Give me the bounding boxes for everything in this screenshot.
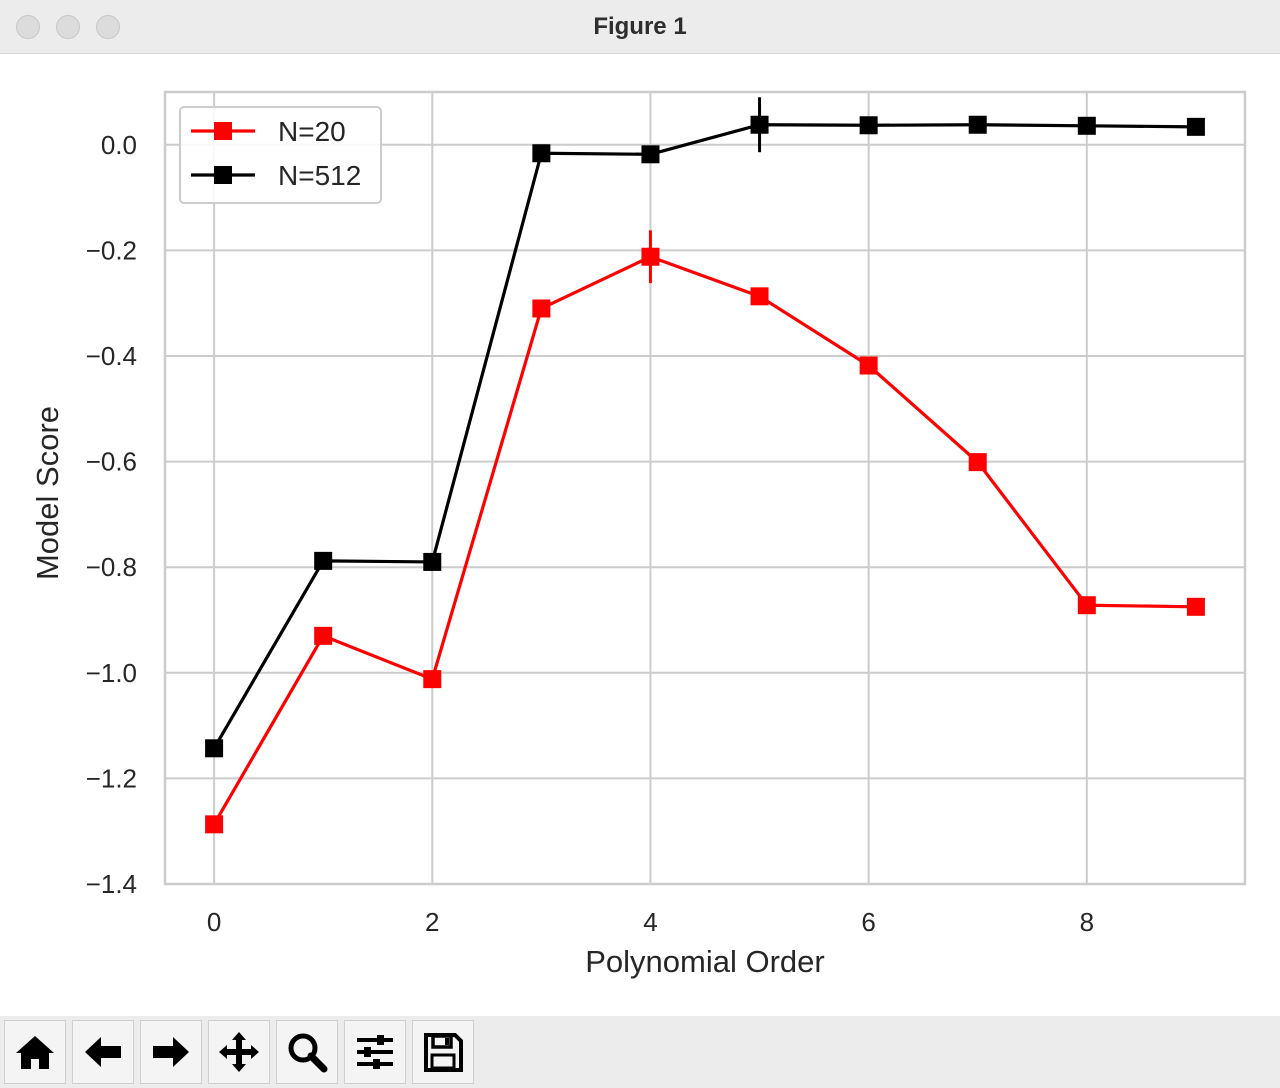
x-tick-label: 6 — [861, 907, 875, 937]
data-point — [532, 144, 551, 163]
y-tick-label: −1.4 — [86, 869, 137, 899]
window-title: Figure 1 — [593, 13, 687, 40]
data-point — [641, 145, 660, 164]
chart-svg: 0.0 −0.2 −0.4 −0.6 −0.8 −1.0 −1.2 −1.4 0 2 4 6 8 N=… — [30, 90, 1247, 979]
data-point — [1186, 597, 1205, 616]
data-point — [1186, 117, 1205, 136]
data-point — [532, 299, 551, 318]
data-point — [314, 551, 333, 570]
configure-subplots-button[interactable] — [344, 1020, 406, 1084]
y-tick-label: 0.0 — [101, 130, 137, 160]
data-point — [968, 115, 987, 134]
floppy-disk-icon — [424, 1033, 463, 1072]
data-point — [641, 247, 660, 266]
zoom-button[interactable] — [276, 1020, 338, 1084]
back-button[interactable] — [72, 1020, 134, 1084]
series-layer — [205, 97, 1205, 834]
window-titlebar: Figure 1 — [0, 0, 1280, 54]
save-button[interactable] — [412, 1020, 474, 1084]
data-point — [205, 815, 224, 834]
data-point — [314, 626, 333, 645]
legend-label: N=20 — [278, 116, 346, 147]
y-tick-label: −0.4 — [86, 341, 137, 371]
data-point — [423, 552, 442, 571]
legend-label: N=512 — [278, 160, 361, 191]
move-icon — [219, 1032, 259, 1072]
forward-button[interactable] — [140, 1020, 202, 1084]
data-point — [968, 453, 987, 472]
data-point — [1077, 116, 1096, 135]
x-tick-label: 8 — [1080, 907, 1094, 937]
pan-button[interactable] — [208, 1020, 270, 1084]
series-line — [212, 123, 1196, 750]
home-icon — [16, 1036, 54, 1069]
y-ticks: 0.0 −0.2 −0.4 −0.6 −0.8 −1.0 −1.2 −1.4 — [86, 130, 137, 899]
magnifier-icon — [288, 1033, 328, 1073]
series-line — [212, 255, 1196, 826]
x-tick-label: 0 — [207, 907, 221, 937]
close-window-button[interactable] — [16, 15, 40, 39]
legend-marker — [214, 122, 232, 140]
plot-frame — [163, 90, 1247, 886]
y-axis-label: Model Score — [30, 406, 65, 580]
navigation-toolbar — [0, 1016, 1280, 1088]
x-tick-label: 2 — [425, 907, 439, 937]
plot-area — [165, 92, 1245, 884]
minimize-window-button[interactable] — [56, 15, 80, 39]
y-tick-label: −1.2 — [86, 763, 137, 793]
data-point — [205, 739, 224, 758]
figure-canvas[interactable]: 0.0 −0.2 −0.4 −0.6 −0.8 −1.0 −1.2 −1.4 0 2 4 6 8 N=… — [0, 54, 1280, 1016]
data-point — [750, 287, 769, 306]
x-axis-label: Polynomial Order — [585, 944, 824, 979]
legend: N=20 N=512 — [179, 106, 382, 204]
x-ticks: 0 2 4 6 8 — [207, 907, 1094, 937]
y-tick-label: −0.2 — [86, 235, 137, 265]
zoom-window-button[interactable] — [96, 15, 120, 39]
data-point — [859, 356, 878, 375]
x-tick-label: 4 — [643, 907, 657, 937]
arrow-left-icon — [85, 1037, 121, 1067]
y-tick-label: −1.0 — [86, 658, 137, 688]
y-tick-label: −0.6 — [86, 447, 137, 477]
series-N=512 — [205, 97, 1205, 758]
legend-marker — [214, 166, 232, 184]
series-N=20 — [205, 230, 1205, 834]
y-tick-label: −0.8 — [86, 552, 137, 582]
data-point — [750, 115, 769, 134]
sliders-icon — [357, 1035, 393, 1069]
data-point — [859, 116, 878, 135]
data-point — [1077, 596, 1096, 615]
home-button[interactable] — [4, 1020, 66, 1084]
arrow-right-icon — [153, 1037, 189, 1067]
data-point — [423, 670, 442, 689]
